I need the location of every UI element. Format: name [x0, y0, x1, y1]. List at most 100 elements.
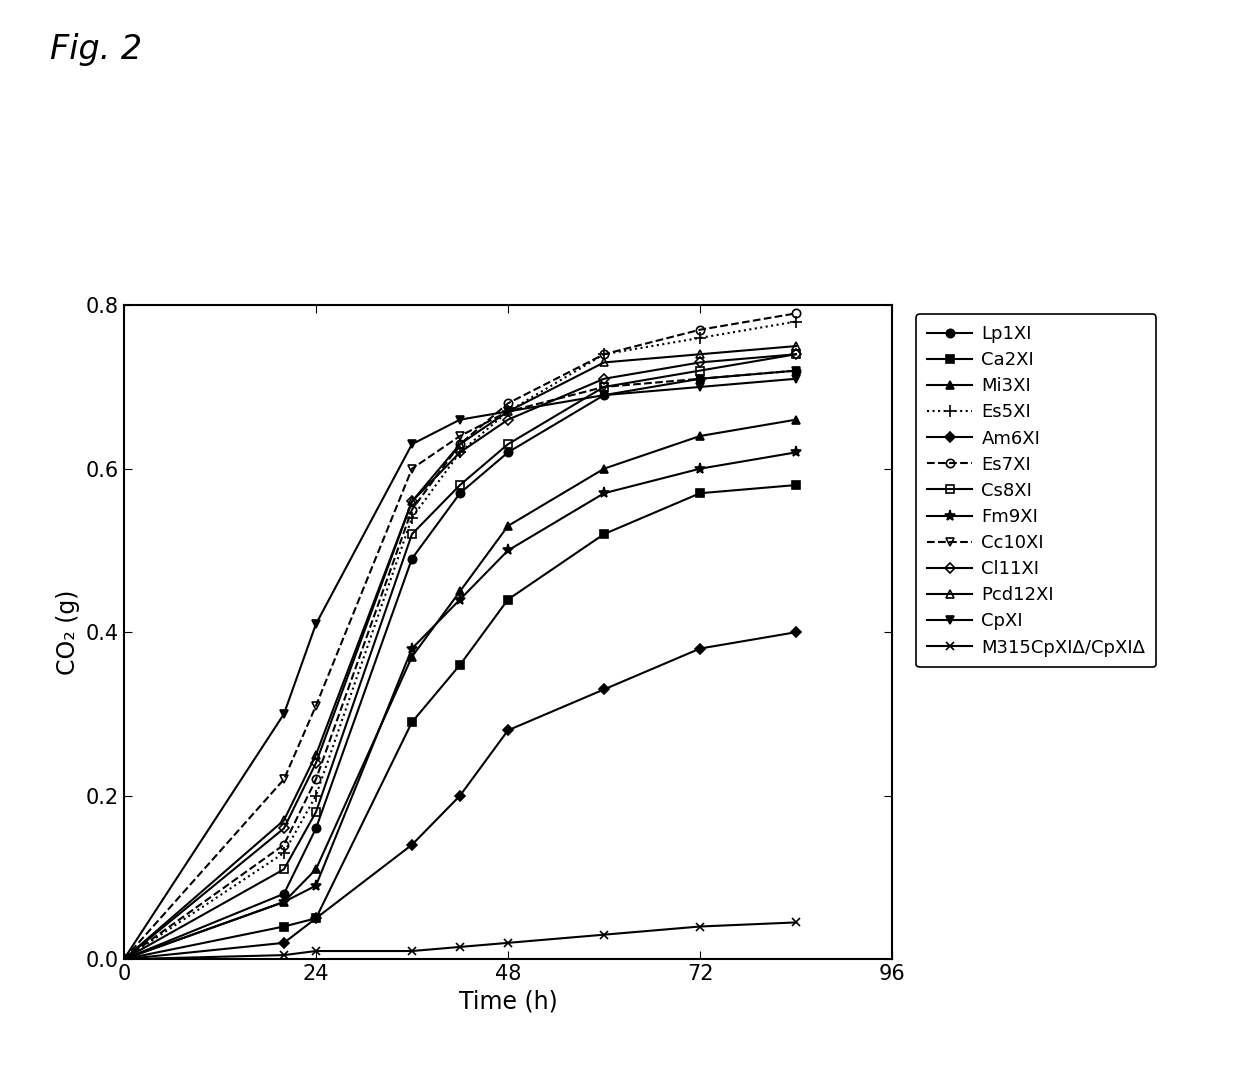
- M315CpXIΔ/CpXIΔ: [788, 916, 803, 929]
- Fm9XI: [116, 953, 131, 966]
- Ca2XI: [452, 658, 467, 671]
- Cs8XI: [309, 806, 323, 819]
- Lp1XI: [788, 364, 803, 377]
- Fm9XI: [693, 462, 707, 475]
- Line: Ca2XI: Ca2XI: [120, 481, 800, 964]
- Ca2XI: [596, 528, 611, 541]
- Cc10XI: [404, 462, 419, 475]
- Mi3XI: [309, 863, 323, 876]
- Mi3XI: [116, 953, 131, 966]
- Pcd12XI: [116, 953, 131, 966]
- Cs8XI: [501, 438, 515, 451]
- M315CpXIΔ/CpXIΔ: [276, 948, 291, 961]
- Cc10XI: [693, 373, 707, 386]
- CpXI: [116, 953, 131, 966]
- CpXI: [404, 438, 419, 451]
- Legend: Lp1XI, Ca2XI, Mi3XI, Es5XI, Am6XI, Es7XI, Cs8XI, Fm9XI, Cc10XI, Cl11XI, Pcd12XI,: Lp1XI, Ca2XI, Mi3XI, Es5XI, Am6XI, Es7XI…: [917, 314, 1156, 667]
- Line: Cc10XI: Cc10XI: [120, 366, 800, 964]
- Es5XI: [501, 404, 515, 417]
- M315CpXIΔ/CpXIΔ: [596, 929, 611, 942]
- Mi3XI: [404, 650, 419, 663]
- Fm9XI: [596, 486, 611, 499]
- Pcd12XI: [452, 438, 467, 451]
- X-axis label: Time (h): Time (h): [458, 990, 558, 1014]
- Es5XI: [788, 315, 803, 328]
- Es5XI: [596, 348, 611, 361]
- Fm9XI: [404, 642, 419, 655]
- Mi3XI: [501, 519, 515, 532]
- Pcd12XI: [404, 495, 419, 508]
- Mi3XI: [596, 462, 611, 475]
- Line: Es7XI: Es7XI: [120, 310, 800, 964]
- M315CpXIΔ/CpXIΔ: [501, 936, 515, 949]
- Y-axis label: CO₂ (g): CO₂ (g): [56, 590, 81, 675]
- CpXI: [501, 404, 515, 417]
- Cl11XI: [501, 413, 515, 426]
- Cc10XI: [116, 953, 131, 966]
- Am6XI: [309, 911, 323, 924]
- Es7XI: [309, 773, 323, 786]
- Line: Lp1XI: Lp1XI: [120, 366, 800, 964]
- Am6XI: [501, 724, 515, 737]
- Line: Mi3XI: Mi3XI: [120, 415, 800, 964]
- Es7XI: [116, 953, 131, 966]
- Mi3XI: [693, 429, 707, 443]
- Es5XI: [276, 846, 291, 859]
- Cc10XI: [276, 773, 291, 786]
- Line: CpXI: CpXI: [120, 375, 800, 964]
- Am6XI: [788, 626, 803, 639]
- Fm9XI: [501, 544, 515, 557]
- Cl11XI: [596, 373, 611, 386]
- Cl11XI: [404, 495, 419, 508]
- Lp1XI: [116, 953, 131, 966]
- Line: Am6XI: Am6XI: [120, 629, 799, 962]
- Cs8XI: [404, 528, 419, 541]
- M315CpXIΔ/CpXIΔ: [693, 920, 707, 933]
- Es7XI: [404, 502, 419, 516]
- Lp1XI: [501, 446, 515, 459]
- Es5XI: [309, 789, 323, 802]
- Es7XI: [788, 307, 803, 320]
- Pcd12XI: [276, 813, 291, 826]
- Lp1XI: [404, 552, 419, 565]
- Mi3XI: [788, 413, 803, 426]
- Am6XI: [452, 789, 467, 802]
- Am6XI: [404, 838, 419, 851]
- Line: M315CpXIΔ/CpXIΔ: M315CpXIΔ/CpXIΔ: [120, 918, 800, 964]
- M315CpXIΔ/CpXIΔ: [116, 953, 131, 966]
- Es5XI: [116, 953, 131, 966]
- Es7XI: [501, 397, 515, 410]
- Cs8XI: [116, 953, 131, 966]
- Pcd12XI: [501, 404, 515, 417]
- M315CpXIΔ/CpXIΔ: [404, 944, 419, 958]
- CpXI: [788, 373, 803, 386]
- Es7XI: [452, 438, 467, 451]
- Ca2XI: [309, 911, 323, 924]
- Es7XI: [596, 348, 611, 361]
- Ca2XI: [693, 486, 707, 499]
- Pcd12XI: [309, 748, 323, 761]
- Fm9XI: [309, 879, 323, 892]
- CpXI: [596, 389, 611, 402]
- Cc10XI: [501, 404, 515, 417]
- Pcd12XI: [788, 340, 803, 353]
- Lp1XI: [309, 822, 323, 835]
- CpXI: [693, 380, 707, 393]
- Cs8XI: [693, 364, 707, 377]
- Es5XI: [452, 446, 467, 459]
- Lp1XI: [452, 486, 467, 499]
- Ca2XI: [404, 715, 419, 728]
- Text: Fig. 2: Fig. 2: [50, 33, 141, 65]
- Lp1XI: [276, 887, 291, 900]
- Am6XI: [116, 953, 131, 966]
- Am6XI: [596, 682, 611, 695]
- Lp1XI: [596, 389, 611, 402]
- Fm9XI: [276, 896, 291, 909]
- Fm9XI: [788, 446, 803, 459]
- Cs8XI: [452, 479, 467, 492]
- Cc10XI: [452, 429, 467, 443]
- Ca2XI: [501, 593, 515, 606]
- Mi3XI: [276, 896, 291, 909]
- Es5XI: [693, 331, 707, 344]
- Pcd12XI: [693, 348, 707, 361]
